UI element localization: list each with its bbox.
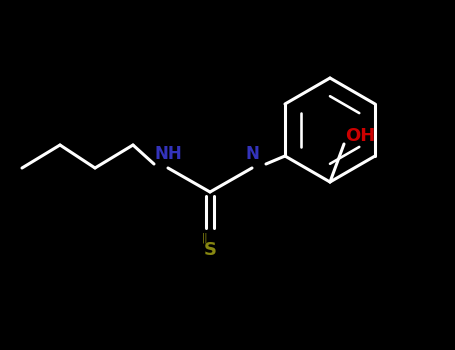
Text: NH: NH [154,145,182,163]
Text: N: N [245,145,259,163]
Text: S: S [203,241,217,259]
Text: ||: || [202,233,208,243]
Text: OH: OH [345,127,375,145]
